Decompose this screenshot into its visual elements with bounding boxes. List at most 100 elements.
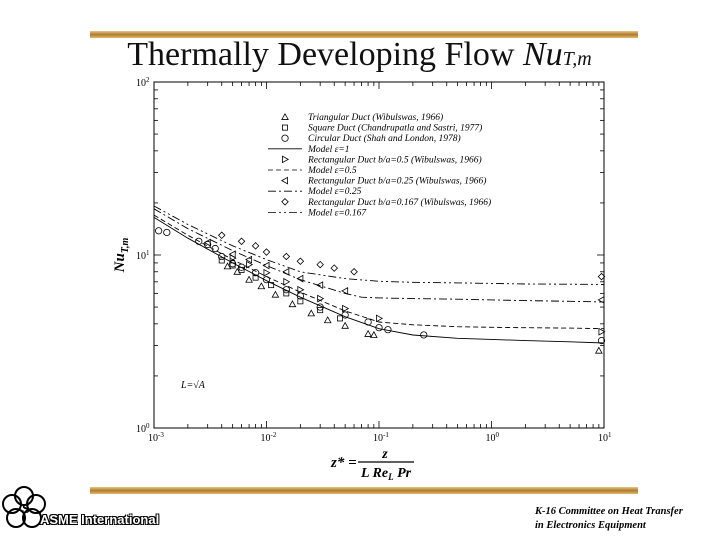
axis-tick-labels: 10-3 10-2 10-1 100 101 100 101 102 (136, 76, 612, 444)
data-point-triangle-up (369, 330, 378, 338)
legend-label: Model ε=0.5 (307, 166, 357, 176)
y-tick-label: 102 (136, 76, 150, 89)
model-curve-dashdot (153, 208, 605, 303)
data-point-circle (316, 303, 324, 311)
data-point-triangle-left (296, 274, 304, 283)
x-axis-label-denominator: L ReL Pr (360, 466, 412, 482)
data-point-circle (237, 263, 246, 271)
data-point-triangle-left (597, 296, 605, 304)
legend-label: Rectangular Duct b/a=0.5 (Wibulswas, 196… (307, 154, 482, 165)
data-point-circle (384, 326, 392, 334)
data-point-triangle-up (223, 262, 232, 270)
org-name: ASME International (40, 512, 160, 527)
bottom-accent-bar (90, 487, 638, 494)
committee-caption: K-16 Committee on Heat Transfer in Elect… (535, 505, 683, 533)
data-point-square (268, 282, 275, 289)
x-axis-label-prefix: z* = (330, 455, 357, 471)
data-point-triangle-left (282, 267, 290, 276)
legend-marker-triangle-up (281, 112, 289, 120)
data-point-triangle-right (317, 294, 325, 303)
data-point-circle (229, 260, 237, 268)
data-point-triangle-right (246, 260, 254, 269)
data-point-diamond (217, 231, 226, 240)
legend-marker-square (282, 124, 288, 131)
legend-marker-circle (281, 134, 289, 142)
data-point-triangle-up (288, 300, 297, 308)
scale-annotation: L=√A (180, 380, 206, 391)
data-point-circle (195, 237, 203, 245)
svg-text:S: S (22, 502, 30, 517)
legend: Triangular Duct (Wibulswas, 1966)Square … (268, 112, 491, 218)
data-point-circle (251, 269, 260, 277)
legend-marker-triangle-right (282, 155, 290, 164)
data-point-diamond (296, 257, 305, 266)
data-point-triangle-right (342, 304, 350, 313)
data-point-circle (211, 244, 219, 253)
data-point-triangle-left (203, 238, 211, 247)
tick-marks (153, 82, 604, 429)
legend-label: Rectangular Duct b/a=0.25 (Wibulswas, 19… (307, 176, 486, 187)
data-point-circle (163, 228, 171, 237)
x-tick-label: 100 (486, 431, 500, 444)
data-point-diamond (251, 242, 260, 250)
data-point-triangle-up (341, 321, 350, 329)
data-point-square (337, 315, 343, 322)
data-point-square (252, 274, 259, 281)
x-tick-label: 101 (598, 431, 612, 444)
data-point-circle (282, 286, 290, 294)
data-point-circle (155, 227, 163, 235)
data-markers (155, 227, 606, 354)
data-point-circle (204, 240, 212, 249)
x-axis-label-numerator: z (381, 447, 388, 462)
legend-label: Model ε=0.167 (307, 208, 367, 218)
data-point-triangle-right (283, 277, 291, 286)
legend-label: Square Duct (Chandrupatla and Sastri, 19… (308, 123, 482, 134)
legend-label: Rectangular Duct b/a=0.167 (Wibulswas, 1… (307, 197, 491, 208)
data-point-triangle-left (316, 281, 324, 289)
data-point-triangle-left (245, 255, 253, 264)
slide-title: Thermally Developing Flow NuT,m (127, 36, 592, 73)
legend-marker-triangle-left (280, 176, 288, 185)
data-point-triangle-left (341, 287, 349, 295)
data-point-circle (296, 292, 304, 300)
model-curve-dashdotdot (153, 205, 605, 285)
data-point-triangle-up (257, 282, 266, 290)
top-accent-bar (90, 31, 638, 38)
data-point-triangle-up (245, 275, 253, 283)
data-point-triangle-up (594, 346, 603, 354)
legend-label: Model ε=0.25 (307, 187, 362, 197)
data-point-diamond (237, 237, 246, 246)
data-point-circle (420, 331, 428, 339)
x-tick-label: 10-1 (373, 431, 389, 444)
data-point-triangle-right (263, 268, 271, 277)
y-tick-label: 101 (136, 249, 150, 262)
data-point-triangle-up (271, 290, 280, 298)
x-tick-label: 10-3 (148, 431, 164, 444)
data-point-diamond (316, 260, 324, 269)
data-point-circle (262, 276, 271, 284)
legend-marker-diamond (281, 198, 289, 206)
x-tick-label: 10-2 (261, 431, 277, 444)
data-point-diamond (330, 264, 338, 272)
data-point-triangle-up (323, 316, 332, 324)
data-point-circle (364, 318, 372, 326)
data-point-diamond (262, 248, 271, 256)
data-point-circle (597, 337, 606, 345)
committee-line-1: K-16 Committee on Heat Transfer (535, 506, 683, 517)
asme-logo-icon: S (2, 486, 46, 528)
data-point-triangle-left (262, 261, 270, 270)
committee-line-2: in Electronics Equipment (535, 520, 646, 531)
y-axis-label: NuT,m (112, 237, 131, 273)
data-point-triangle-right (297, 285, 305, 294)
data-point-triangle-up (307, 309, 316, 317)
y-tick-label: 100 (136, 422, 150, 435)
data-point-circle (218, 252, 226, 261)
legend-label: Model ε=1 (307, 145, 350, 155)
data-point-circle (375, 324, 383, 332)
data-point-triangle-right (376, 314, 384, 323)
data-point-diamond (597, 272, 606, 281)
data-point-square (283, 290, 290, 297)
data-point-square (238, 266, 245, 273)
data-point-triangle-right (598, 327, 606, 336)
